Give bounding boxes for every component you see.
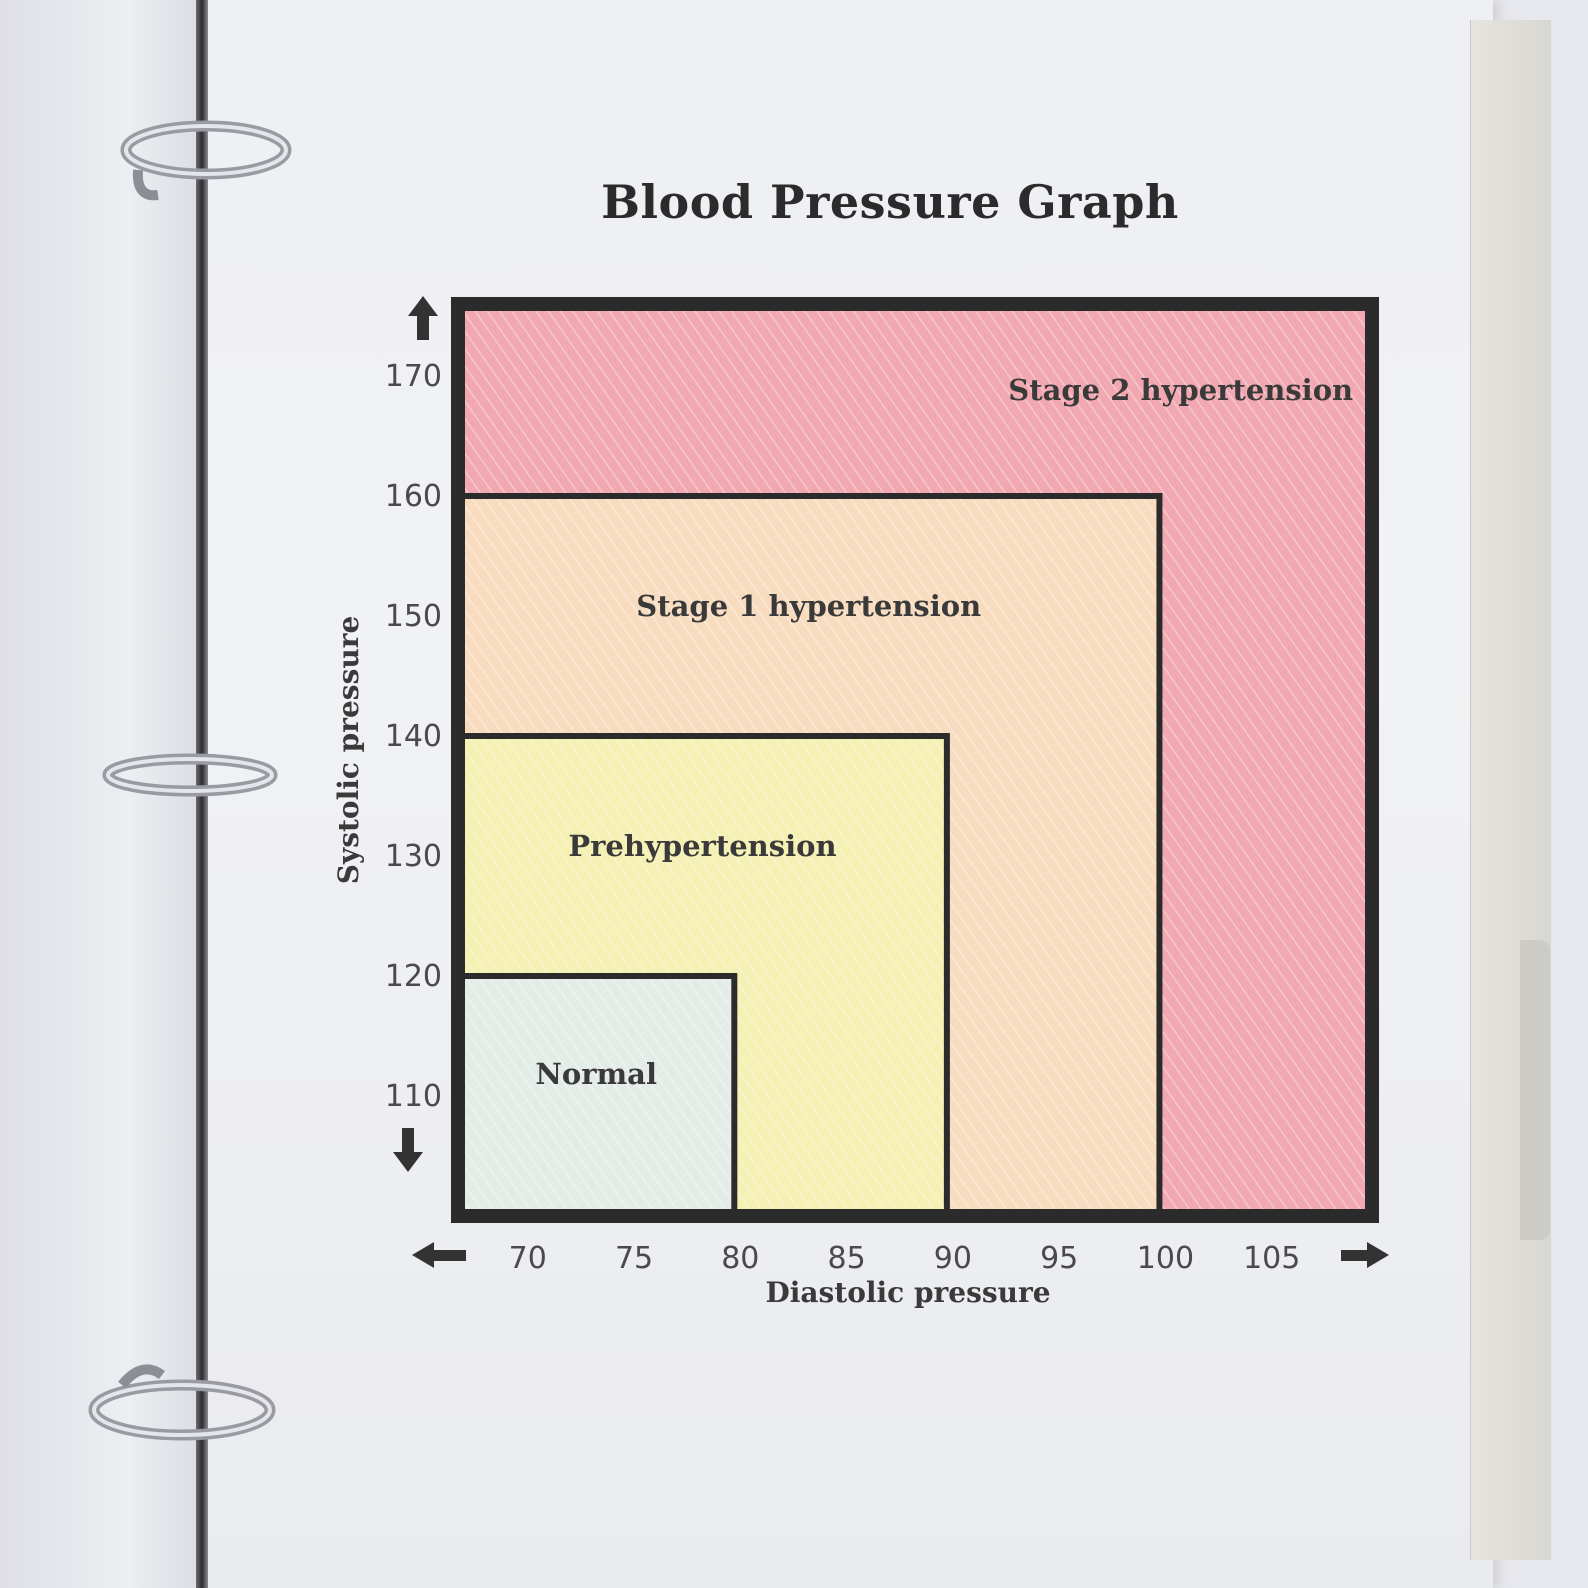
divider-tab <box>1520 940 1550 1240</box>
y-axis-label: Systolic pressure <box>332 616 365 885</box>
zone-label-prehypertension: Prehypertension <box>568 829 836 863</box>
up-arrow-icon <box>408 296 438 340</box>
x-tick-label: 70 <box>509 1241 547 1276</box>
zone-label-stage-1-hypertension: Stage 1 hypertension <box>636 589 981 623</box>
zone-border-stage-2-hypertension <box>451 297 1379 1223</box>
x-tick-label: 105 <box>1243 1241 1300 1276</box>
x-tick-label: 90 <box>934 1241 972 1276</box>
y-tick-label: 160 <box>385 479 442 514</box>
y-tick-label: 140 <box>385 719 442 754</box>
x-tick-label: 95 <box>1040 1241 1078 1276</box>
chart-title: Blood Pressure Graph <box>601 175 1179 229</box>
zone-texture <box>458 976 735 1216</box>
x-tick-label: 80 <box>721 1241 759 1276</box>
y-tick-label: 170 <box>385 359 442 394</box>
y-tick-label: 130 <box>385 839 442 874</box>
binder-ring-bottom <box>82 1355 282 1455</box>
zone-label-stage-2-hypertension: Stage 2 hypertension <box>1008 373 1353 407</box>
left-arrow-icon <box>412 1242 466 1268</box>
divider-tabs <box>1470 20 1551 1560</box>
down-arrow-icon <box>393 1128 423 1172</box>
right-arrow-icon <box>1341 1242 1389 1268</box>
y-tick-label: 110 <box>385 1079 442 1114</box>
binder-ring-middle <box>100 740 290 810</box>
zone-label-normal: Normal <box>535 1057 657 1091</box>
x-tick-label: 85 <box>828 1241 866 1276</box>
x-axis-label: Diastolic pressure <box>765 1276 1050 1309</box>
binder-ring-top <box>118 110 298 210</box>
y-tick-label: 120 <box>385 959 442 994</box>
x-tick-label: 75 <box>615 1241 653 1276</box>
y-tick-label: 150 <box>385 599 442 634</box>
x-tick-label: 100 <box>1137 1241 1194 1276</box>
